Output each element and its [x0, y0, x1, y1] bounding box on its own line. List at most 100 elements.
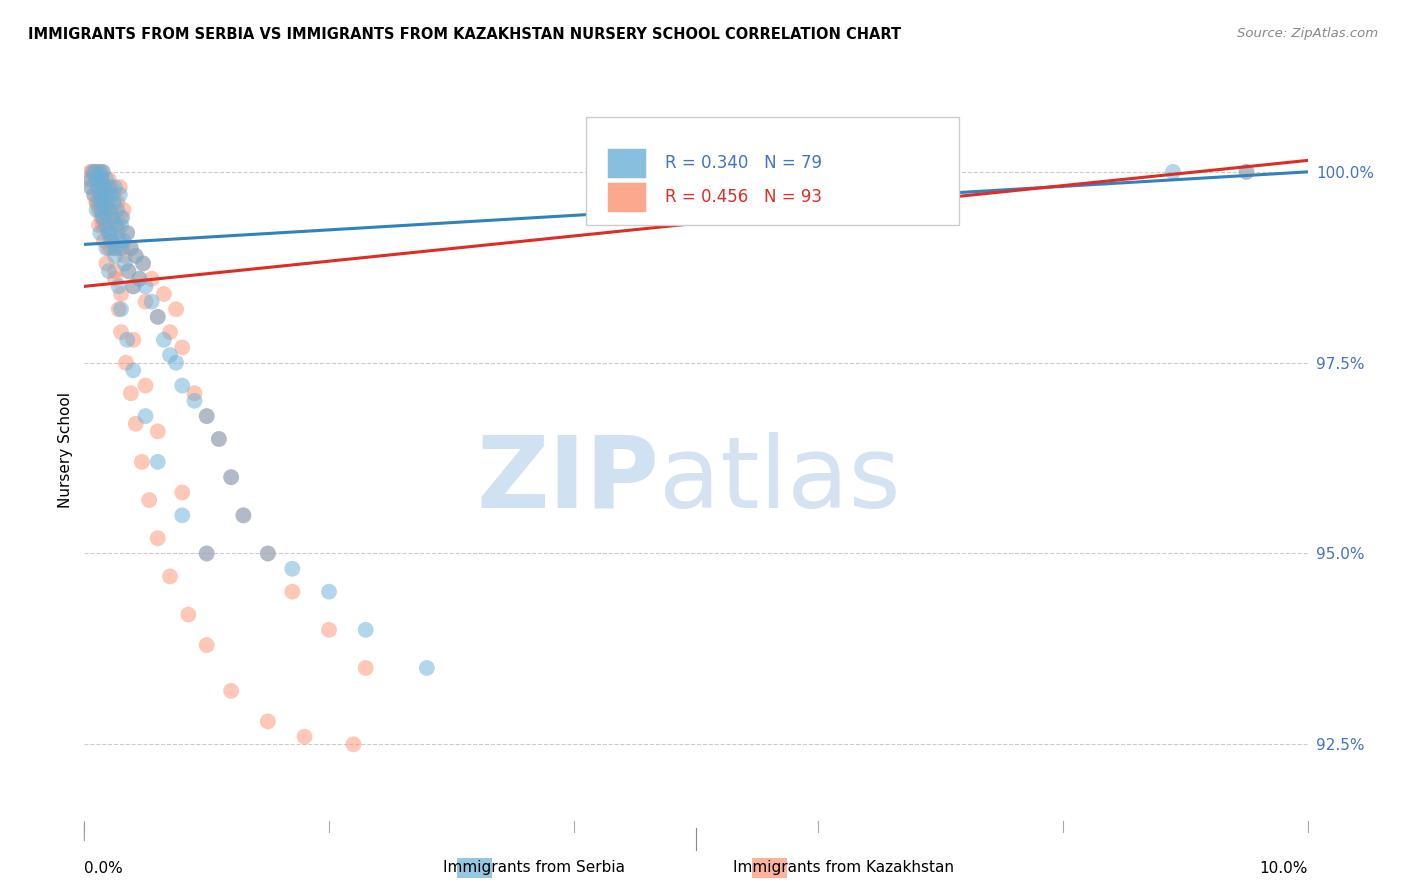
Point — [97, 241, 120, 255]
Point — [115, 226, 138, 240]
Point — [257, 714, 280, 729]
Point — [82, 165, 104, 179]
Point — [97, 264, 120, 278]
Point — [104, 271, 127, 285]
Point — [86, 202, 108, 217]
Point — [219, 684, 242, 698]
Point — [120, 241, 142, 255]
Point — [183, 393, 205, 408]
Point — [87, 180, 110, 194]
Point — [100, 241, 122, 255]
Point — [146, 310, 169, 324]
Point — [117, 264, 139, 278]
Point — [104, 180, 127, 194]
Point — [94, 195, 117, 210]
Point — [257, 547, 280, 561]
Point — [1236, 165, 1258, 179]
Point — [108, 187, 131, 202]
Point — [86, 172, 108, 186]
Point — [153, 287, 176, 301]
Point — [84, 165, 107, 179]
Point — [104, 249, 127, 263]
Point — [125, 249, 148, 263]
Point — [342, 737, 364, 751]
Bar — [606, 182, 645, 211]
Point — [89, 187, 111, 202]
Point — [172, 378, 194, 392]
Point — [122, 279, 145, 293]
Point — [97, 226, 120, 240]
Point — [101, 211, 124, 225]
Text: ZIP: ZIP — [477, 432, 659, 529]
Point — [90, 172, 112, 186]
Point — [281, 562, 304, 576]
Point — [110, 287, 132, 301]
Point — [138, 493, 160, 508]
Point — [97, 226, 120, 240]
Point — [232, 508, 254, 523]
Point — [141, 271, 163, 285]
Point — [146, 310, 169, 324]
Text: IMMIGRANTS FROM SERBIA VS IMMIGRANTS FROM KAZAKHSTAN NURSERY SCHOOL CORRELATION : IMMIGRANTS FROM SERBIA VS IMMIGRANTS FRO… — [28, 27, 901, 42]
Point — [100, 187, 122, 202]
Point — [114, 256, 136, 270]
Text: Immigrants from Serbia: Immigrants from Serbia — [443, 861, 626, 875]
Point — [195, 409, 218, 423]
Point — [87, 180, 110, 194]
Point — [89, 165, 111, 179]
Point — [165, 302, 187, 317]
Point — [107, 234, 129, 248]
Point — [110, 219, 132, 233]
Point — [159, 348, 181, 362]
Point — [110, 325, 132, 339]
Point — [93, 180, 115, 194]
Point — [93, 180, 115, 194]
Point — [122, 333, 145, 347]
Point — [219, 470, 242, 484]
Point — [83, 187, 105, 202]
Point — [354, 661, 377, 675]
Text: 0.0%: 0.0% — [84, 862, 124, 876]
Point — [146, 455, 169, 469]
Point — [115, 226, 138, 240]
Point — [135, 294, 157, 309]
Point — [107, 302, 129, 317]
Point — [80, 180, 103, 194]
Point — [108, 180, 131, 194]
Point — [110, 302, 132, 317]
Point — [94, 219, 117, 233]
Point — [84, 172, 107, 186]
Point — [195, 547, 218, 561]
Point — [103, 195, 125, 210]
Point — [125, 417, 148, 431]
Point — [195, 638, 218, 652]
Point — [100, 180, 122, 194]
Point — [120, 386, 142, 401]
Point — [146, 425, 169, 439]
Text: Immigrants from Kazakhstan: Immigrants from Kazakhstan — [733, 861, 955, 875]
Point — [103, 187, 125, 202]
Text: R = 0.340   N = 79: R = 0.340 N = 79 — [665, 154, 823, 172]
Point — [98, 202, 121, 217]
Point — [159, 569, 181, 583]
Point — [96, 172, 118, 186]
Point — [112, 234, 135, 248]
Point — [112, 202, 135, 217]
Point — [110, 241, 132, 255]
Text: atlas: atlas — [659, 432, 901, 529]
Point — [91, 195, 114, 210]
Point — [100, 234, 122, 248]
Point — [146, 531, 169, 545]
Point — [90, 211, 112, 225]
Point — [86, 165, 108, 179]
Point — [87, 202, 110, 217]
Point — [135, 378, 157, 392]
Point — [172, 508, 194, 523]
Point — [257, 547, 280, 561]
Point — [1236, 165, 1258, 179]
Point — [115, 356, 138, 370]
Point — [122, 279, 145, 293]
Point — [105, 202, 128, 217]
Text: R = 0.456   N = 93: R = 0.456 N = 93 — [665, 188, 823, 206]
Point — [195, 409, 218, 423]
